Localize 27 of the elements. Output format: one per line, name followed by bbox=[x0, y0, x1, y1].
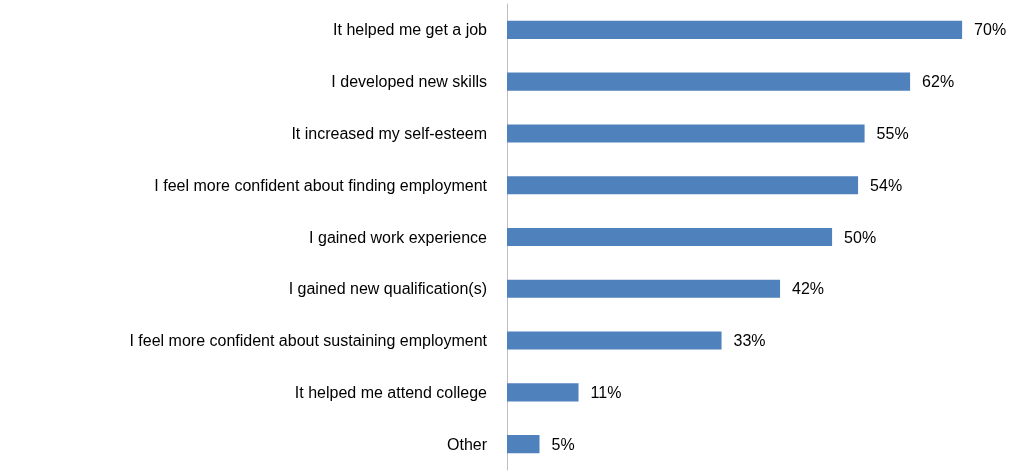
data-label: 33% bbox=[733, 332, 766, 350]
bar bbox=[507, 20, 963, 39]
data-label: 42% bbox=[792, 280, 825, 298]
bar bbox=[507, 383, 579, 402]
data-label: 11% bbox=[590, 383, 622, 401]
data-label: 50% bbox=[844, 228, 877, 246]
bar bbox=[507, 331, 722, 350]
data-label: 55% bbox=[876, 124, 909, 142]
data-label: 70% bbox=[974, 21, 1007, 39]
bar bbox=[507, 176, 859, 195]
y-tick-label: Other bbox=[446, 435, 488, 453]
y-tick-label: I gained work experience bbox=[309, 228, 488, 246]
data-label: 5% bbox=[551, 435, 575, 453]
bar bbox=[507, 124, 865, 143]
bar bbox=[507, 72, 911, 91]
bar bbox=[507, 279, 781, 298]
y-tick-label: It helped me attend college bbox=[294, 383, 488, 401]
data-label: 62% bbox=[922, 73, 955, 91]
y-tick-label: I feel more confident about sustaining employment bbox=[129, 332, 488, 350]
data-label: 54% bbox=[870, 176, 903, 194]
bar bbox=[507, 227, 833, 247]
y-tick-label: I developed new skills bbox=[331, 73, 487, 91]
y-tick-label: It increased my self-esteem bbox=[291, 124, 487, 142]
y-tick-label: I gained new qualification(s) bbox=[288, 280, 487, 298]
y-tick-label: I feel more confident about finding employment bbox=[154, 176, 488, 194]
bar bbox=[507, 435, 540, 454]
y-tick-label: It helped me get a job bbox=[333, 21, 488, 39]
